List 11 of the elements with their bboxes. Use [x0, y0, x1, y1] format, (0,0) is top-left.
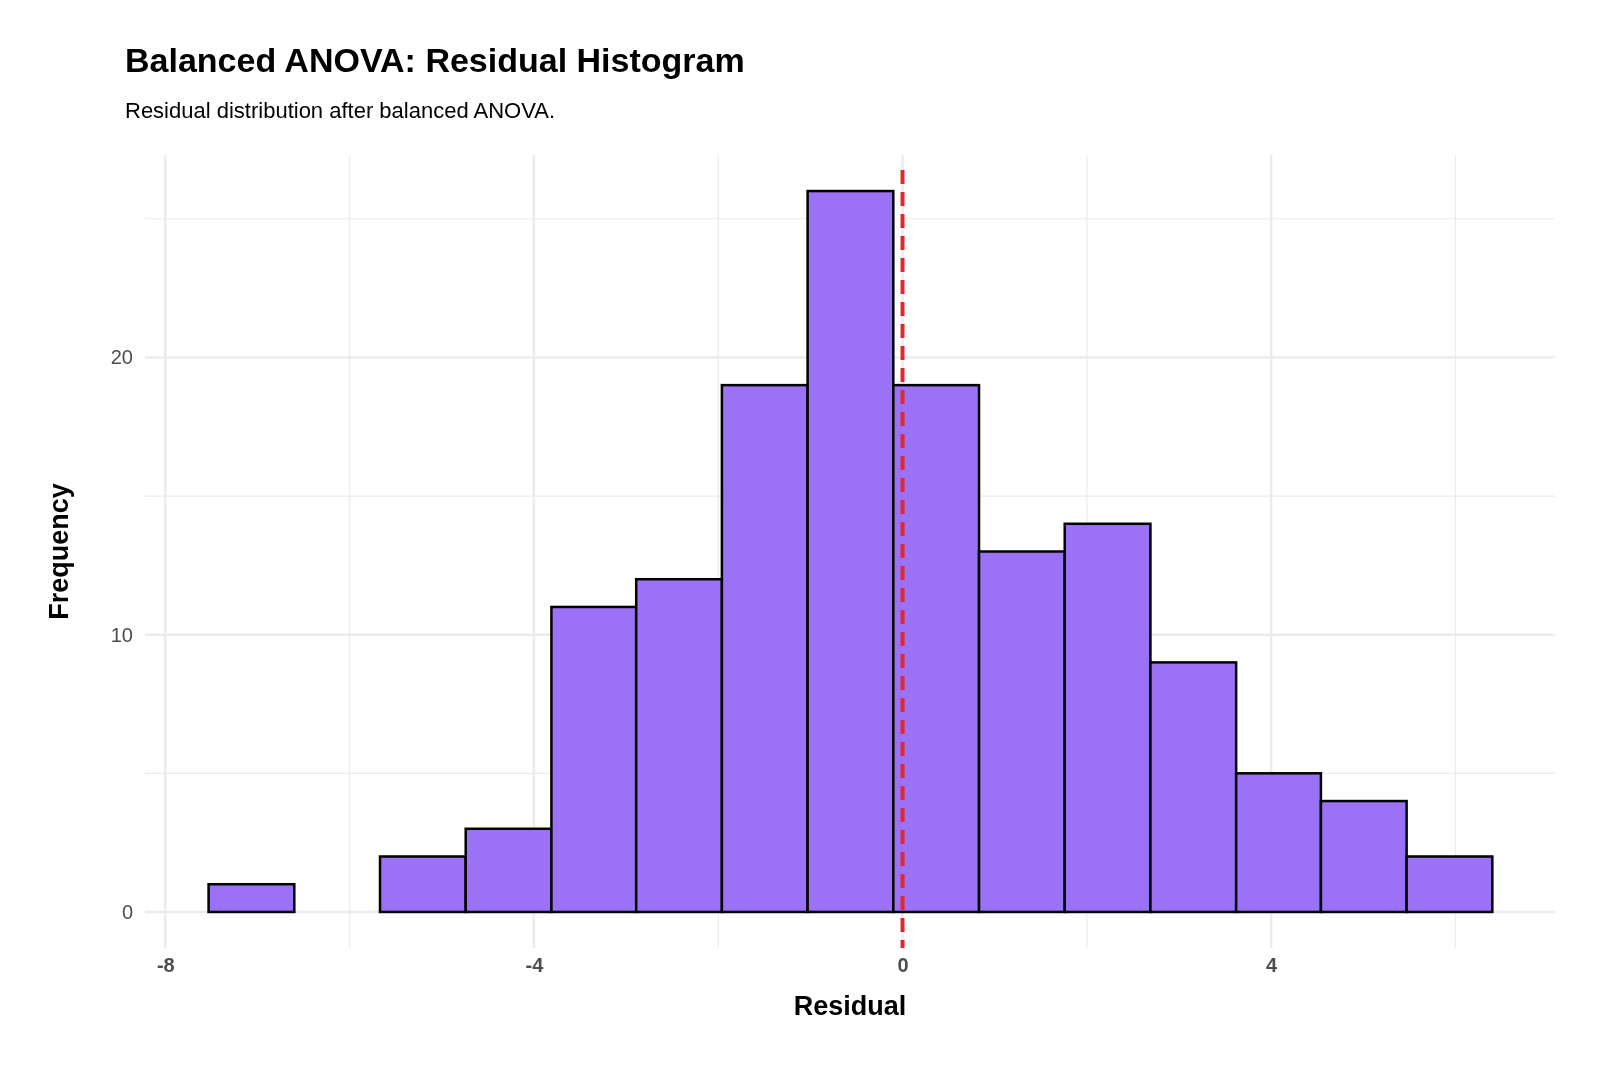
x-tick-label: 4: [1266, 954, 1279, 977]
y-tick-label: 20: [110, 346, 133, 369]
x-tick-label: -4: [525, 954, 545, 977]
y-tick-label: 10: [110, 623, 133, 646]
x-axis-title: Residual: [793, 991, 907, 1021]
x-tick-label: 0: [897, 954, 909, 977]
y-tick-label: 0: [121, 900, 133, 923]
x-tick-label: -8: [156, 954, 175, 977]
chart-title: Balanced ANOVA: Residual Histogram: [125, 41, 745, 79]
chart-subtitle: Residual distribution after balanced ANOVA.: [125, 98, 556, 123]
y-axis-title: Frequency: [44, 483, 74, 620]
